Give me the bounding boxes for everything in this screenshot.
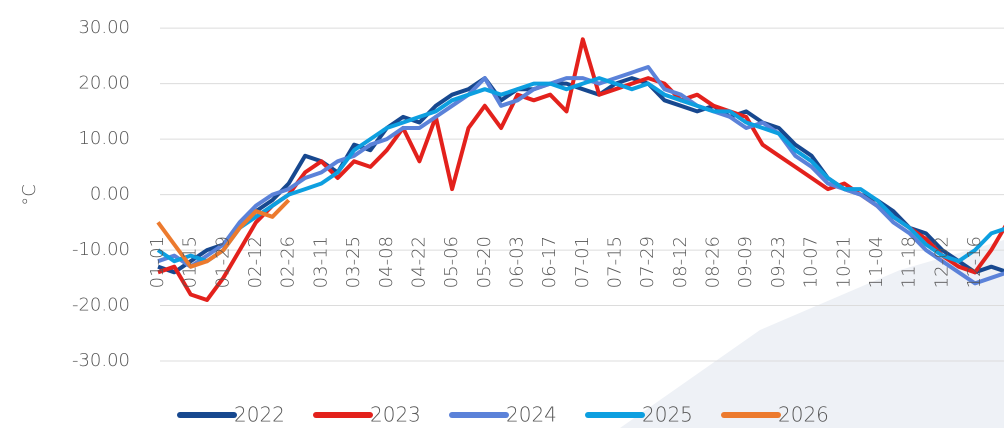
y-tick-label: 20.00 <box>78 73 130 94</box>
x-tick-label: 12-02 <box>931 236 952 288</box>
x-tick-label: 01-29 <box>212 236 233 288</box>
y-tick-label: -20.00 <box>72 295 130 316</box>
x-tick-label: 04-22 <box>408 236 429 288</box>
x-tick-label: 02-12 <box>245 236 266 288</box>
legend-label: 2025 <box>642 403 693 427</box>
x-tick-label: 06-17 <box>539 236 560 288</box>
x-tick-label: 10-07 <box>801 236 822 288</box>
legend-label: 2026 <box>778 403 829 427</box>
y-axis-label: °C <box>19 184 40 206</box>
x-tick-label: 10-21 <box>833 236 854 288</box>
x-tick-label: 07-01 <box>572 236 593 288</box>
legend-label: 2023 <box>370 403 421 427</box>
x-tick-label: 05-20 <box>474 236 495 288</box>
x-tick-label: 01-01 <box>147 236 168 288</box>
series-line <box>158 78 1004 261</box>
x-tick-label: 05-06 <box>441 236 462 288</box>
x-tick-label: 08-26 <box>703 236 724 288</box>
x-tick-label: 11-18 <box>899 236 920 288</box>
x-tick-label: 03-11 <box>310 236 331 288</box>
x-tick-label: 11-04 <box>866 236 887 288</box>
y-tick-label: 10.00 <box>78 128 130 149</box>
x-tick-label: 07-15 <box>605 236 626 288</box>
y-tick-label: -30.00 <box>72 350 130 371</box>
x-tick-label: 04-08 <box>376 236 397 288</box>
x-tick-label: 08-12 <box>670 236 691 288</box>
legend-label: 2022 <box>234 403 285 427</box>
x-tick-label: 09-09 <box>735 236 756 288</box>
y-tick-label: 30.00 <box>78 17 130 38</box>
y-tick-label: -10.00 <box>72 239 130 260</box>
x-tick-label: 07-29 <box>637 236 658 288</box>
legend-label: 2024 <box>506 403 557 427</box>
x-tick-label: 01-15 <box>180 236 201 288</box>
chart: °C -30.00 -20.00 -10.00 0.00 10.00 20.00 30.00… <box>0 0 1004 428</box>
x-tick-label: 03-25 <box>343 236 364 288</box>
x-tick-label: 09-23 <box>768 236 789 288</box>
x-tick-label: 06-03 <box>506 236 527 288</box>
y-tick-label: 0.00 <box>90 184 130 205</box>
x-tick-label: 02-26 <box>278 236 299 288</box>
x-tick-label: 12-16 <box>964 236 985 288</box>
